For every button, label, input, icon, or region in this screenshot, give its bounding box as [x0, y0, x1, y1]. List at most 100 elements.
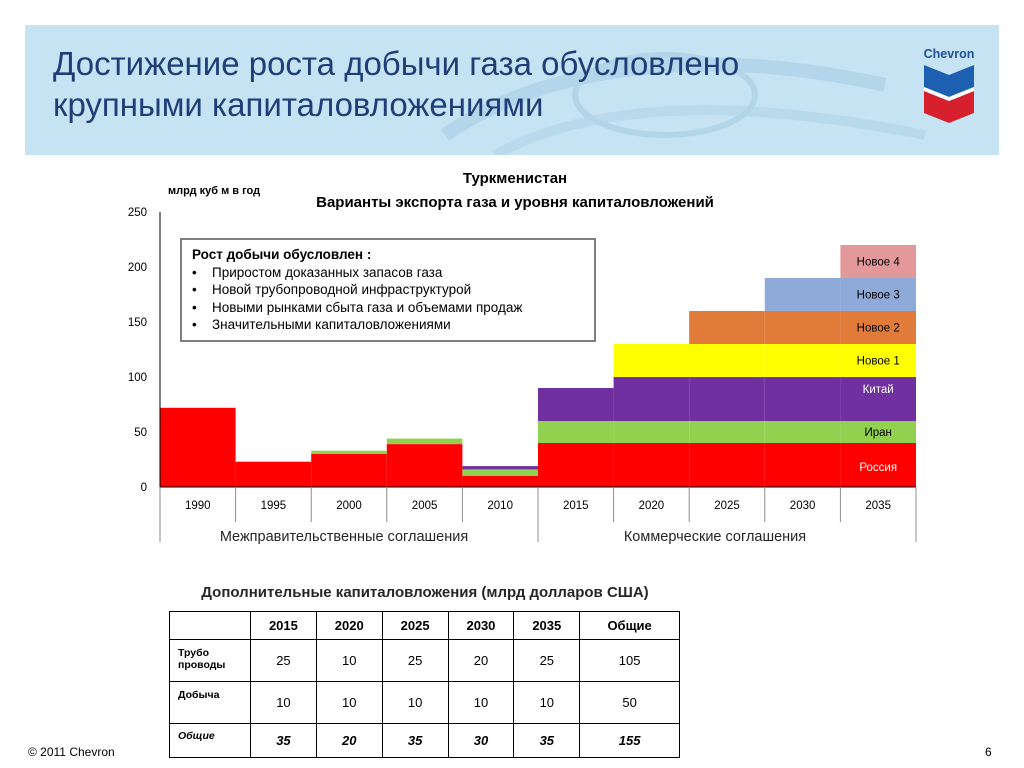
capex-table-title: Дополнительные капиталовложения (млрд до…	[201, 584, 649, 601]
gas-export-chart: 0 50 100 150 200 250 Россия Иран Китай Новое 1 Но…	[128, 170, 917, 545]
growth-drivers-callout: Рост добычи обусловлен : Приростом доказ…	[180, 238, 596, 342]
table-cell: 50	[579, 681, 680, 724]
table-header-cell: 2030	[447, 611, 515, 640]
area-segment-Китай	[764, 377, 841, 421]
area-segment-Россия	[160, 407, 236, 487]
x-tick-label: 1990	[185, 500, 211, 512]
x-tick-label: 1995	[261, 500, 287, 512]
table-cell: 35	[513, 723, 581, 758]
table-cell: 20	[315, 723, 383, 758]
table-cell: 25	[250, 639, 317, 682]
area-segment-Новое 2	[689, 311, 765, 344]
area-segment-Китай	[538, 388, 614, 421]
x-tick-label: 2025	[714, 500, 740, 512]
table-cell: 10	[315, 639, 383, 682]
table-cell: 35	[250, 723, 317, 758]
period-label-intergovernmental: Межправительственные соглашения	[220, 529, 468, 545]
table-cell: 155	[579, 723, 680, 758]
area-segment-Иран	[311, 450, 387, 454]
table-cell: 10	[447, 681, 515, 724]
capex-table: 2015 2020 2025 2030 2035 Общие Трубо про…	[169, 611, 680, 758]
row-header-production: Добыча	[169, 681, 251, 724]
area-segment-Россия	[386, 444, 463, 487]
series-label: Новое 4	[857, 257, 901, 269]
x-tick-label: 2030	[790, 500, 816, 512]
table-header-row: 2015 2020 2025 2030 2035 Общие	[169, 611, 680, 640]
banner-background-swirl	[440, 52, 926, 155]
area-segment-Новое 1	[764, 344, 841, 377]
area-segment-Новое 1	[613, 344, 690, 377]
area-segment-Новое 2	[840, 311, 916, 344]
y-tick-label: 200	[128, 262, 147, 274]
y-tick-label: 0	[141, 482, 147, 494]
table-row: Трубо проводы 25 10 25 20 25 105	[169, 639, 680, 682]
callout-list: Приростом доказанных запасов газа Новой …	[192, 264, 584, 334]
area-segment-Россия	[462, 476, 538, 487]
x-tick-label: 2000	[336, 500, 362, 512]
series-label: Россия	[859, 462, 897, 474]
area-segment-Россия	[689, 443, 765, 487]
table-header-cell: 2035	[513, 611, 581, 640]
svg-text:Chevron: Chevron	[924, 47, 975, 61]
callout-item: Новой трубопроводной инфраструктурой	[192, 281, 584, 299]
table-cell: 20	[447, 639, 515, 682]
table-cell: 105	[579, 639, 680, 682]
stacked-areas	[160, 245, 916, 487]
area-segment-Новое 3	[840, 278, 916, 311]
area-segment-Иран	[613, 421, 690, 443]
table-cell: 25	[381, 639, 449, 682]
area-segment-Китай	[462, 466, 538, 470]
area-segment-Россия	[235, 461, 312, 487]
callout-item: Значительными капиталовложениями	[192, 316, 584, 334]
x-tick-label: 2020	[639, 500, 665, 512]
table-header-cell: 2015	[250, 611, 317, 640]
area-segment-Россия	[538, 443, 614, 487]
row-header-pipelines: Трубо проводы	[169, 639, 251, 682]
area-segment-Китай	[840, 377, 916, 421]
x-tick-label: 2035	[865, 500, 891, 512]
copyright-footer: © 2011 Chevron	[28, 745, 115, 759]
table-cell: 10	[315, 681, 383, 724]
x-tick-label: 2015	[563, 500, 589, 512]
series-label: Китай	[863, 384, 894, 396]
area-segment-Россия	[764, 443, 841, 487]
table-cell: 10	[381, 681, 449, 724]
series-label: Новое 1	[857, 356, 900, 368]
series-label: Иран	[864, 427, 891, 439]
chart-subtitle: Варианты экспорта газа и уровня капитало…	[316, 194, 714, 211]
chart-title: Туркменистан	[463, 170, 567, 187]
y-axis-unit-label: млрд куб м в год	[168, 185, 260, 197]
slide-title: Достижение роста добычи газа обусловлено…	[53, 45, 740, 123]
area-segment-Россия	[840, 443, 916, 487]
callout-title: Рост добычи обусловлен :	[192, 247, 372, 262]
y-tick-label: 50	[134, 427, 147, 439]
y-tick-label: 100	[128, 372, 147, 384]
callout-item: Приростом доказанных запасов газа	[192, 264, 584, 282]
page-number: 6	[985, 745, 992, 759]
table-header-cell	[169, 611, 251, 640]
area-segment-Иран	[764, 421, 841, 443]
area-segment-Новое 4	[840, 245, 916, 278]
area-segment-Новое 2	[764, 311, 841, 344]
area-segment-Иран	[462, 469, 538, 476]
area-segment-Новое 1	[689, 344, 765, 377]
series-label: Новое 3	[857, 290, 900, 302]
area-segment-Новое 3	[764, 278, 841, 311]
y-tick-label: 150	[128, 317, 147, 329]
area-segment-Китай	[613, 377, 690, 421]
table-row-total: Общие 35 20 35 30 35 155	[169, 723, 680, 758]
table-row: Добыча 10 10 10 10 10 50	[169, 681, 680, 724]
table-cell: 25	[513, 639, 581, 682]
table-cell: 30	[447, 723, 515, 758]
area-segment-Китай	[689, 377, 765, 421]
area-segment-Россия	[613, 443, 690, 487]
callout-item: Новыми рынками сбыта газа и объемами про…	[192, 299, 584, 317]
row-header-total: Общие	[169, 723, 251, 758]
x-tick-label: 2010	[487, 500, 513, 512]
table-cell: 10	[513, 681, 581, 724]
chevron-logo: Chevron	[924, 47, 975, 123]
table-header-cell: Общие	[579, 611, 680, 640]
table-header-cell: 2020	[315, 611, 383, 640]
x-tick-label: 2005	[412, 500, 438, 512]
axes: 1990 1995 2000 2005 2010 2015 2020 2025 2030 2035	[159, 212, 917, 542]
